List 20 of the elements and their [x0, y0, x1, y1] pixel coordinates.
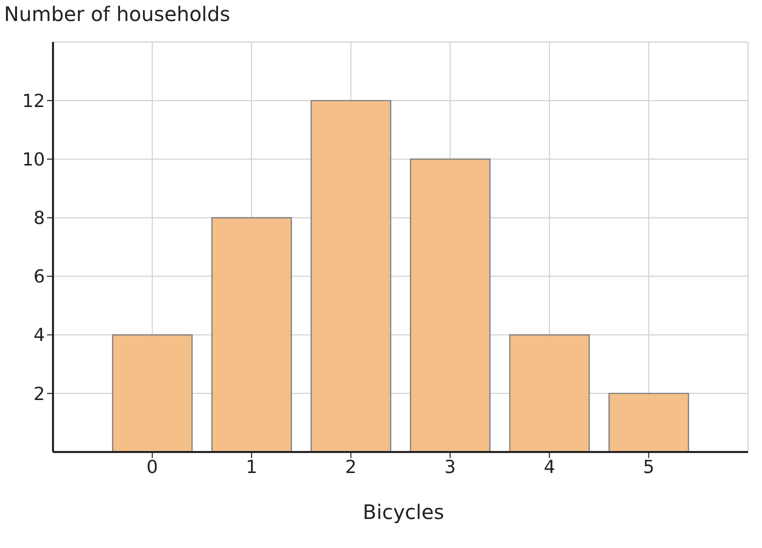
y-tick-label: 2	[34, 384, 45, 405]
bar	[211, 217, 292, 452]
y-axis-title: Number of households	[4, 2, 232, 28]
y-tick-label: 4	[34, 325, 45, 346]
y-tick-label: 6	[34, 266, 45, 288]
y-tick-label: 8	[34, 208, 45, 230]
y-tick-label: 10	[22, 150, 45, 171]
x-tick-label: 2	[345, 456, 357, 478]
x-tick-label: 1	[246, 456, 258, 478]
x-axis-title: Bicycles	[362, 500, 446, 524]
bar	[310, 100, 392, 452]
bar	[410, 158, 491, 452]
bar	[509, 334, 590, 452]
x-tick-label: 0	[146, 456, 158, 478]
bar	[608, 392, 690, 452]
x-tick-label: 4	[544, 456, 556, 478]
x-tick-label: 5	[642, 456, 654, 478]
y-tick-label: 12	[22, 90, 45, 112]
bar	[112, 334, 193, 452]
x-tick-label: 3	[444, 456, 456, 478]
